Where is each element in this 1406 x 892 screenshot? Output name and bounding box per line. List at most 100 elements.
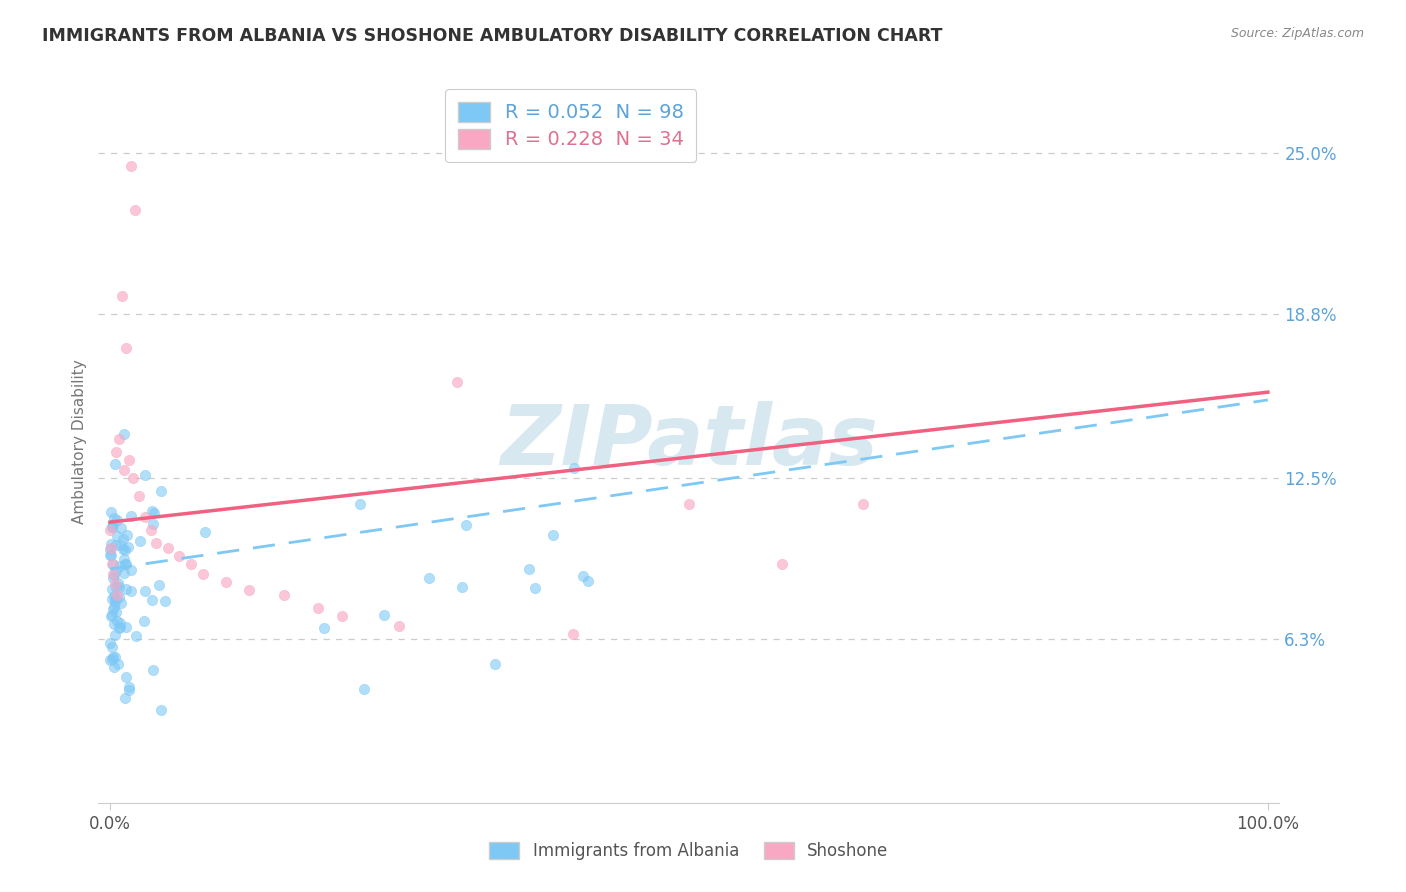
Point [118,680,141,694]
Point [100,651,122,665]
Point [112,426,135,441]
Point [128,489,150,503]
Point [105,605,128,619]
Point [103,617,125,632]
Point [314,621,336,635]
Point [330,608,353,623]
Point [101,582,124,597]
Point [104,650,127,665]
Point [852,497,875,511]
Point [349,497,371,511]
Point [134,467,156,482]
Point [110,596,132,610]
Point [562,461,585,475]
Point [103,600,125,615]
Point [117,452,139,467]
Point [101,516,124,531]
Point [517,562,540,576]
Point [541,528,564,542]
Point [98,548,121,562]
Point [114,557,136,571]
Point [101,520,124,534]
Point [149,484,172,499]
Point [114,582,136,597]
Point [100,653,122,667]
Point [142,516,165,531]
Point [104,564,127,578]
Point [180,557,202,571]
Point [104,457,127,471]
Point [142,506,165,520]
Point [115,620,138,634]
Point [141,504,163,518]
Point [98,523,121,537]
Point [446,375,468,389]
Point [770,557,793,571]
Point [107,657,129,671]
Point [101,571,124,585]
Point [418,571,440,585]
Point [215,574,238,589]
Point [523,581,546,595]
Point [112,552,135,566]
Point [104,592,127,607]
Point [141,593,163,607]
Point [104,595,127,609]
Point [104,577,127,591]
Point [307,600,329,615]
Point [120,583,142,598]
Point [456,518,478,533]
Point [122,471,145,485]
Point [100,505,122,519]
Point [114,557,136,571]
Point [148,578,170,592]
Point [100,608,122,623]
Point [134,509,156,524]
Point [120,563,142,577]
Point [115,527,138,541]
Y-axis label: Ambulatory Disability: Ambulatory Disability [72,359,87,524]
Point [105,588,128,602]
Point [105,529,128,543]
Point [101,607,124,622]
Point [118,683,141,698]
Point [104,591,127,605]
Point [101,650,124,665]
Point [150,703,173,717]
Point [678,497,700,511]
Point [103,568,125,582]
Point [373,608,395,623]
Point [125,629,148,643]
Point [562,627,585,641]
Point [100,541,122,555]
Point [117,540,139,554]
Point [101,557,124,571]
Point [484,657,506,671]
Point [100,537,122,551]
Point [115,341,138,355]
Point [108,621,131,635]
Point [103,590,125,604]
Point [169,549,191,563]
Point [571,568,593,582]
Point [101,557,124,571]
Point [108,558,131,573]
Point [112,533,135,547]
Point [353,682,375,697]
Point [142,663,165,677]
Point [115,670,138,684]
Point [98,541,121,556]
Point [107,575,129,590]
Point [156,541,179,555]
Point [112,542,135,557]
Point [104,628,127,642]
Point [112,566,135,580]
Point [110,538,132,552]
Point [451,580,474,594]
Point [273,588,295,602]
Point [110,520,132,534]
Point [104,580,127,594]
Point [103,511,125,525]
Point [120,508,142,523]
Point [124,203,146,218]
